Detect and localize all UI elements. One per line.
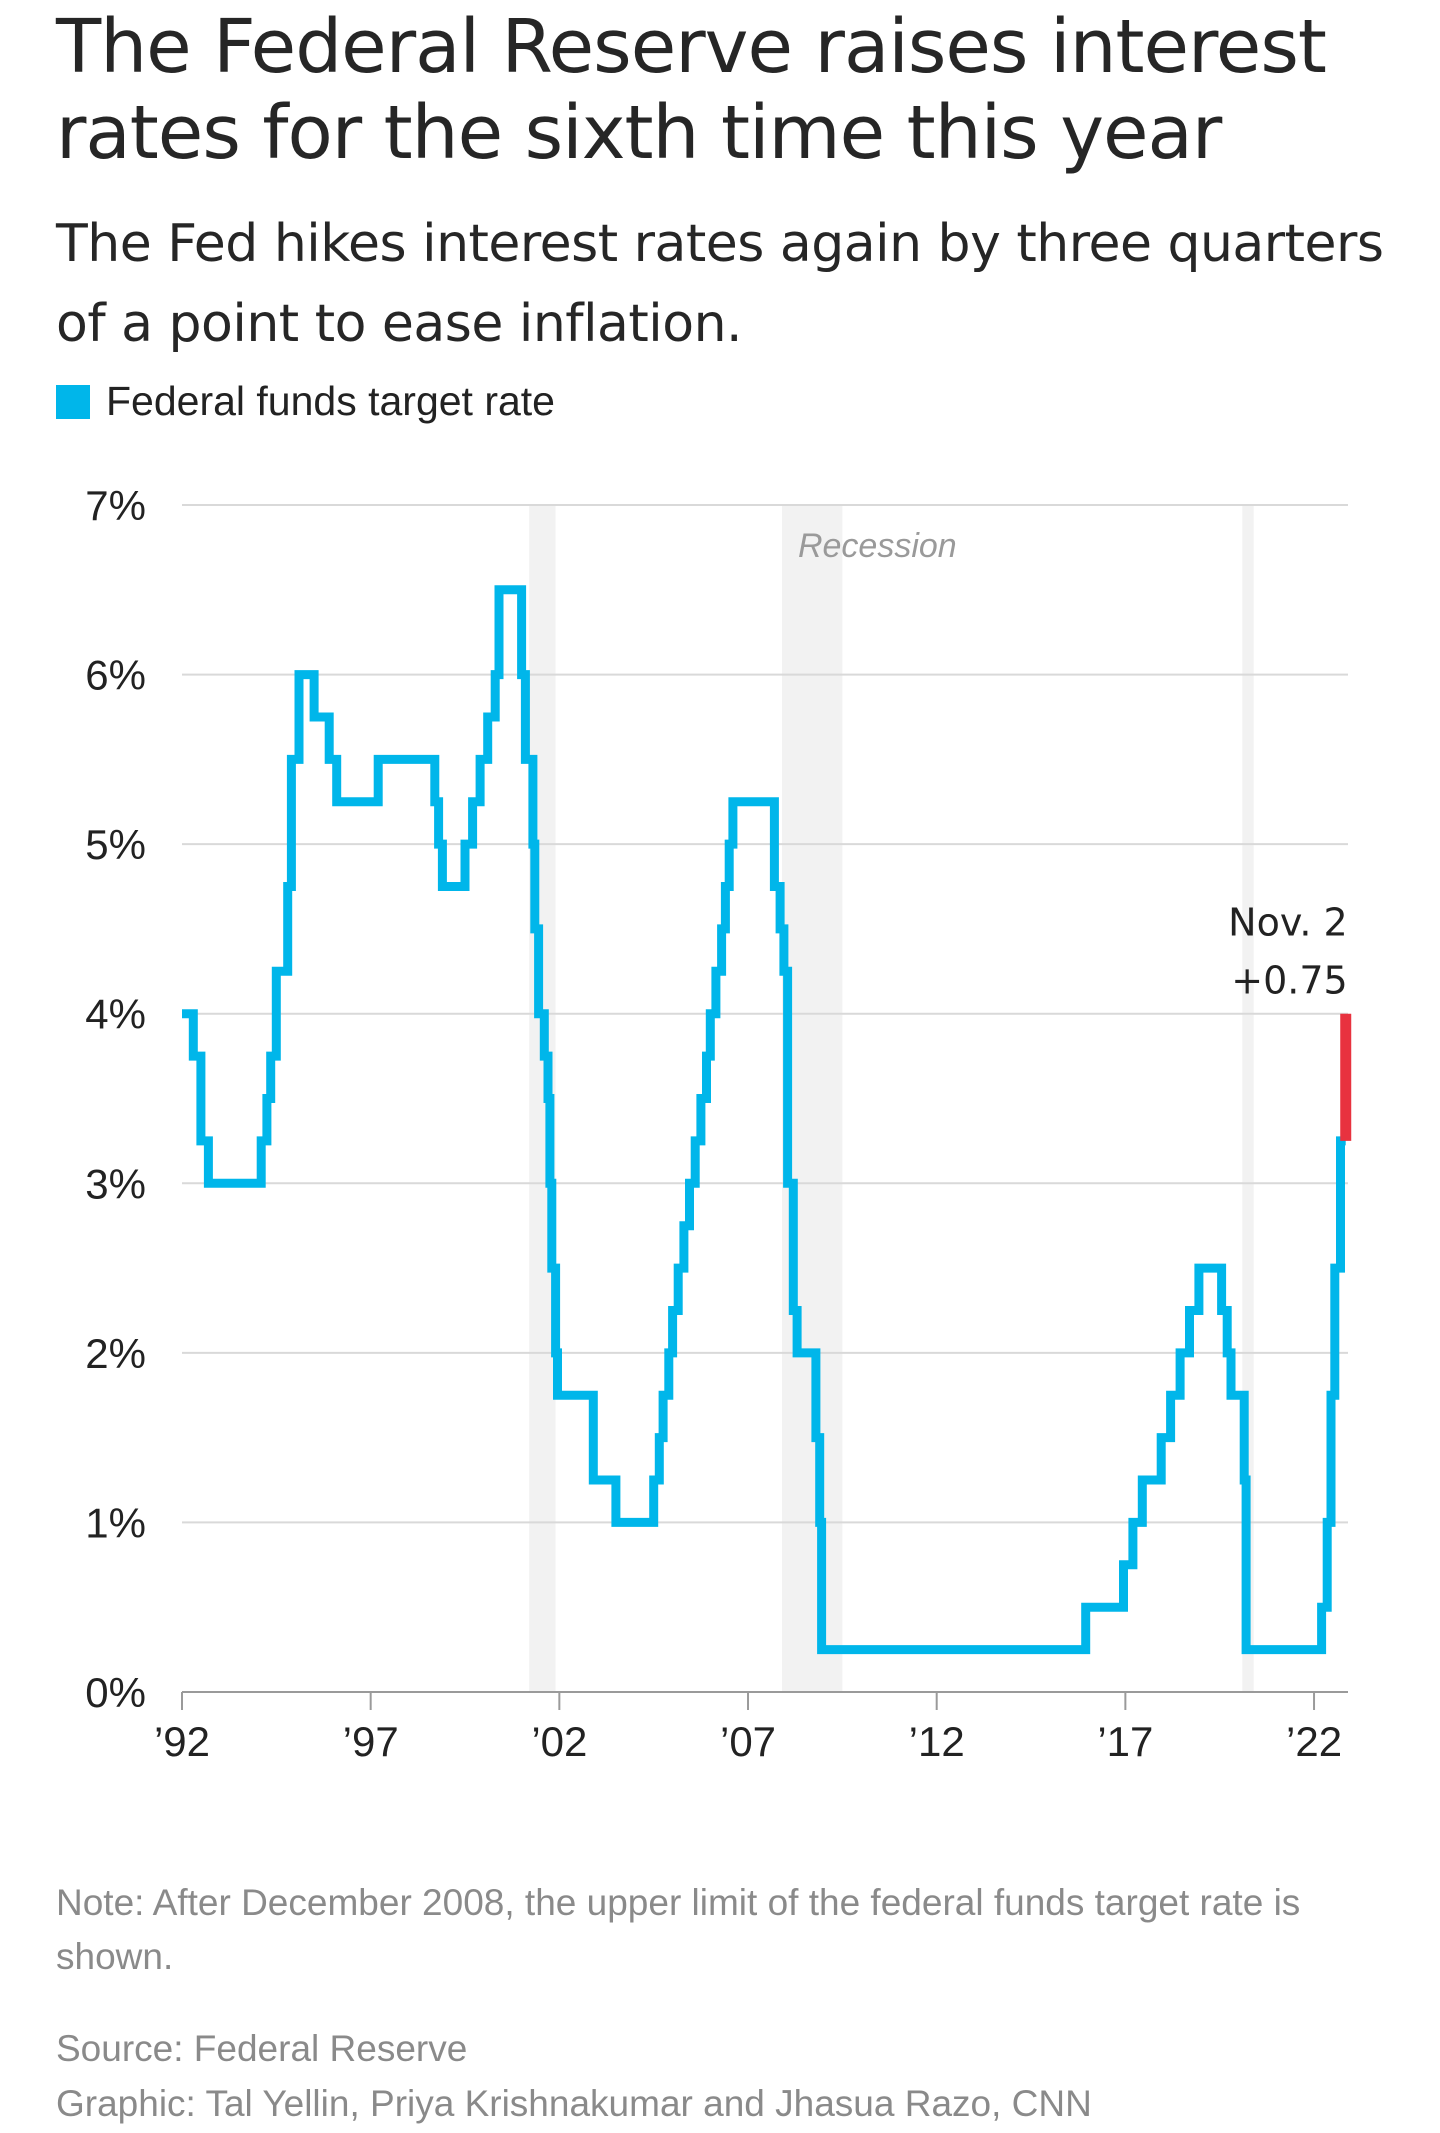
chart-note: Note: After December 2008, the upper lim… <box>56 1882 1301 1977</box>
x-tick-label: ’12 <box>909 1718 965 1765</box>
legend-swatch <box>56 384 90 419</box>
legend-label: Federal funds target rate <box>106 378 555 424</box>
y-tick-label: 3% <box>85 1160 146 1207</box>
recession-label: Recession <box>798 527 957 565</box>
x-tick-label: ’02 <box>531 1718 587 1765</box>
x-tick-label: ’07 <box>720 1718 776 1765</box>
chart-source: Source: Federal Reserve <box>56 2028 468 2069</box>
chart-legend: Federal funds target rate <box>56 378 555 425</box>
y-tick-label: 4% <box>85 991 146 1038</box>
x-tick-label: ’92 <box>154 1718 210 1765</box>
y-tick-label: 2% <box>85 1330 146 1377</box>
series-line-fed-funds <box>182 585 1346 1655</box>
page-title: The Federal Reserve raises interest rate… <box>56 4 1327 176</box>
recession-band-3 <box>1242 505 1254 1692</box>
page-subtitle: The Fed hikes interest rates again by th… <box>56 214 1384 354</box>
y-tick-label: 6% <box>85 652 146 699</box>
annotation-date: Nov. 2 <box>1228 901 1348 945</box>
y-tick-label: 1% <box>85 1499 146 1546</box>
rate-chart: Recession 0% 1% 2% 3% 4% 5% 6% 7% ’92 ’97 ’02 ’07 ’12… <box>85 482 1352 1765</box>
y-tick-label: 7% <box>85 482 146 529</box>
x-tick-label: ’22 <box>1286 1718 1342 1765</box>
x-tick-label: ’97 <box>343 1718 399 1765</box>
annotation-change: +0.75 <box>1231 959 1347 1003</box>
y-tick-label: 0% <box>85 1669 146 1716</box>
y-tick-label: 5% <box>85 821 146 868</box>
chart-credit: Graphic: Tal Yellin, Priya Krishnakumar … <box>56 2083 1092 2124</box>
x-tick-label: ’17 <box>1097 1718 1153 1765</box>
